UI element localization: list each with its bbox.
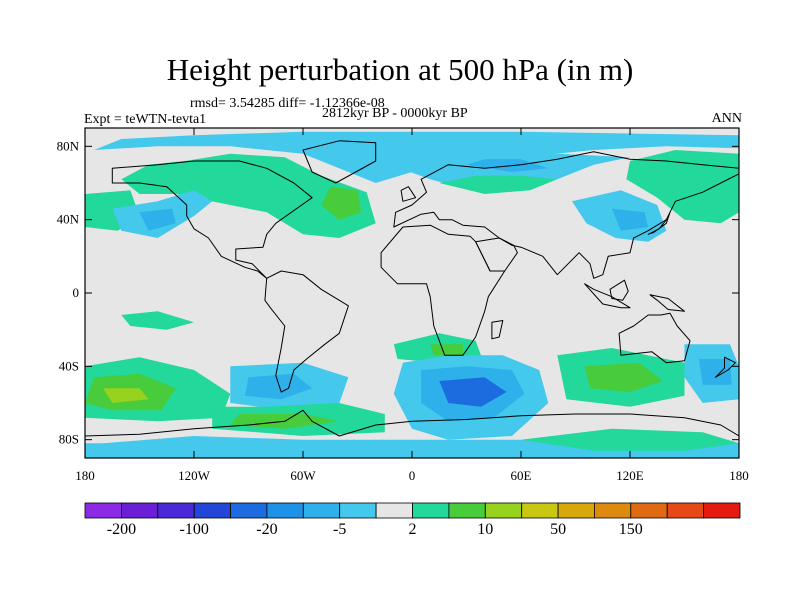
period-label: 2812kyr BP - 0000kyr BP (322, 106, 468, 121)
rmsd-diff-label: rmsd= 3.54285 diff= -1.12366e-08 (190, 96, 385, 111)
coastline-africa (380, 224, 506, 356)
colorbar-swatch (121, 502, 159, 519)
colorbar-swatch (666, 502, 705, 519)
colorbar-swatch (703, 502, 741, 519)
coastline-japan (647, 211, 671, 235)
colorbar-swatch (193, 502, 231, 519)
lon-tick-label: 180 (729, 468, 749, 483)
region-antarctic-high (521, 428, 739, 451)
colorbar-label: -200 (107, 521, 136, 538)
lon-tick-label: 60E (511, 468, 532, 483)
season-label: ANN (711, 111, 742, 126)
experiment-label: Expt = teWTN-tevta1 (84, 112, 207, 127)
coastline-eurasia (393, 151, 739, 279)
lon-tick-label: 120E (616, 468, 644, 483)
colorbar-label: 2 (409, 521, 417, 538)
colorbar-label: 10 (477, 521, 493, 538)
region-s-pacific-west-high-peak (103, 388, 149, 403)
coastline-antarctica (85, 409, 739, 437)
colorbar-label: -100 (180, 521, 209, 538)
coastline-new-zealand (714, 356, 736, 378)
region-n-atlantic-high (121, 153, 376, 238)
region-siberia-high (439, 175, 558, 194)
colorbar-swatch (412, 502, 450, 519)
colorbar-label: 150 (619, 521, 643, 538)
colorbar-swatch (630, 502, 668, 519)
coastline-australia (618, 312, 691, 364)
region-e-asia-low-core (611, 208, 649, 231)
lon-tick-label: 0 (409, 468, 416, 483)
colorbar-swatch (230, 502, 268, 519)
contour-fill-layer (85, 131, 739, 458)
colorbar-swatch (484, 502, 523, 519)
lat-tick-label: 40S (59, 358, 79, 373)
region-n-atlantic-high-core (321, 186, 362, 220)
region-s-indian-low-peak (439, 377, 507, 407)
coastline-borneo (609, 279, 629, 301)
lat-tick-label: 80N (57, 138, 80, 153)
coastline-greenland (302, 140, 377, 184)
colorbar-swatch (266, 502, 304, 519)
region-s-indian-east-high-core (584, 362, 663, 392)
colorbar-swatch (375, 502, 413, 519)
coastline-indonesia (584, 283, 631, 309)
lat-tick-label: 80S (59, 432, 79, 447)
colorbar-swatch (302, 502, 341, 519)
axis-ticks: 80N 40N 0 40S 80S 180 120W 60W 0 60E 120E 180 (57, 128, 749, 483)
colorbar-swatch (84, 502, 122, 519)
coastline-arabia (475, 237, 518, 272)
lat-tick-label: 0 (73, 285, 80, 300)
colorbar: -200 -100 -20 -5 2 10 50 150 (84, 502, 741, 538)
region-n-america-low-core (139, 208, 176, 231)
region-australia-low-core (699, 359, 732, 385)
coastline-madagascar (491, 320, 504, 340)
coastline-south-america (264, 270, 349, 393)
colorbar-swatch (594, 502, 632, 519)
coastline-north-america (111, 160, 313, 279)
region-equatorial-west-high (121, 311, 194, 330)
region-s-africa-high-core (430, 344, 463, 356)
lat-tick-label: 40N (57, 212, 80, 227)
colorbar-swatch (448, 502, 486, 519)
region-s-america-low-core (244, 373, 313, 400)
colorbar-swatch (557, 502, 595, 519)
colorbar-swatch (339, 502, 377, 519)
coastline-new-guinea (649, 294, 685, 312)
colorbar-label: 50 (550, 521, 566, 538)
lon-tick-label: 60W (290, 468, 316, 483)
map-title: Height perturbation at 500 hPa (in m) (166, 52, 634, 87)
region-arctic-low (94, 131, 739, 183)
coastline-layer (85, 140, 739, 437)
coastline-uk (400, 186, 417, 202)
colorbar-swatch (157, 502, 195, 519)
region-n-pacific-east-high (626, 150, 739, 224)
lon-tick-label: 120W (178, 468, 211, 483)
colorbar-label: -20 (256, 521, 277, 538)
colorbar-swatch (521, 502, 559, 519)
lon-tick-label: 180 (75, 468, 95, 483)
colorbar-label: -5 (333, 521, 346, 538)
